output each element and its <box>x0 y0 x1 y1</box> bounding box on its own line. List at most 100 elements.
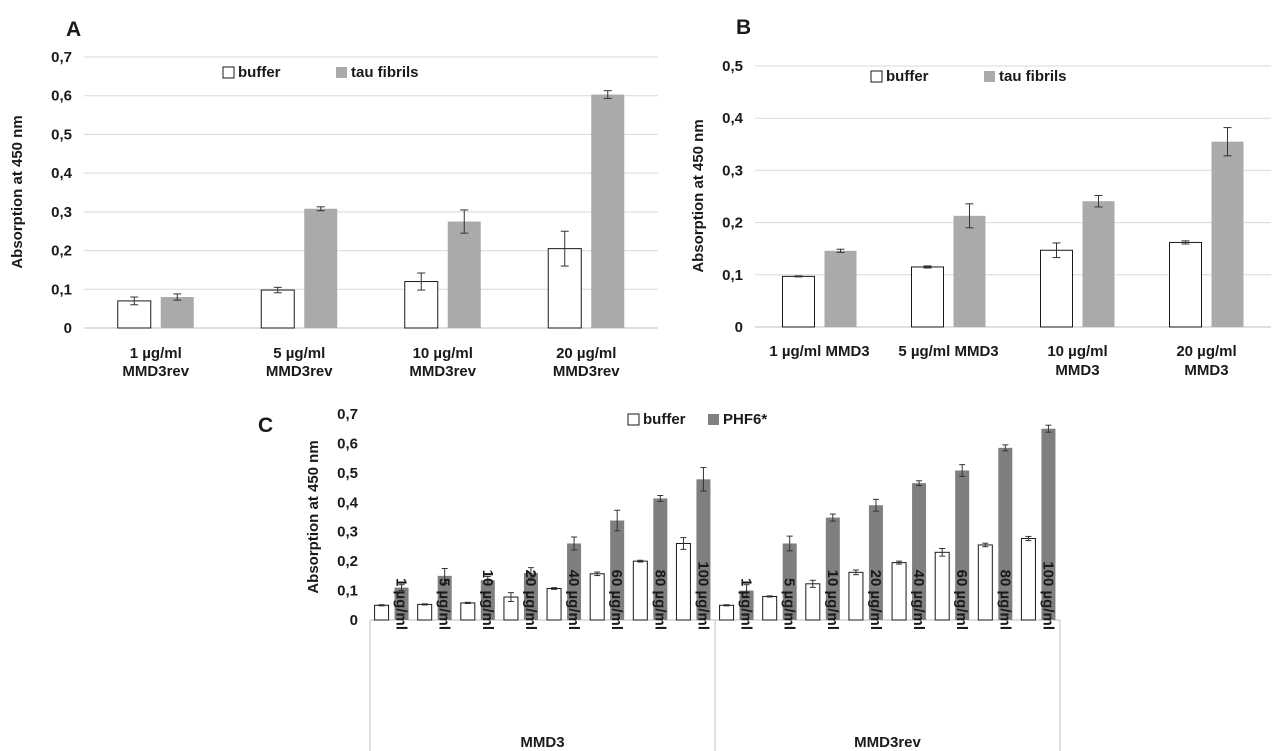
y-tick-label: 0,5 <box>51 126 72 143</box>
y-axis-title: Absorption at 450 nm <box>305 440 322 593</box>
legend-swatch-treated <box>984 71 995 82</box>
x-category-label: 100 µg/ml <box>1039 561 1056 630</box>
y-tick-label: 0,1 <box>722 267 743 284</box>
bar-treated <box>955 470 970 620</box>
y-tick-label: 0,7 <box>337 406 358 423</box>
bar-buffer <box>374 604 390 621</box>
bar-buffer <box>848 571 864 621</box>
x-category-label: 10 µg/ml <box>479 570 496 630</box>
x-category-label: 80 µg/ml <box>996 570 1013 630</box>
x-category-label: 1 µg/ml <box>130 345 182 362</box>
x-category-label: MMD3 <box>1055 362 1099 379</box>
bar-buffer <box>891 562 907 621</box>
x-category-label: 80 µg/ml <box>651 570 668 630</box>
y-tick-label: 0,5 <box>722 58 743 75</box>
y-axis-title: Absorption at 450 nm <box>9 115 26 268</box>
legend-label-treated: tau fibrils <box>999 68 1067 85</box>
bar-buffer <box>762 595 778 621</box>
bar-treated <box>437 575 452 620</box>
bar-buffer <box>417 603 433 621</box>
y-tick-label: 0,3 <box>51 204 72 221</box>
x-category-label: 100 µg/ml <box>694 561 711 630</box>
x-category-label: MMD3 <box>1184 362 1228 379</box>
x-category-label: 5 µg/ml <box>436 578 453 630</box>
y-tick-label: 0,3 <box>722 162 743 179</box>
y-tick-label: 0,2 <box>722 215 743 232</box>
bar-treated <box>591 94 625 328</box>
y-tick-label: 0,2 <box>337 553 358 570</box>
bar-buffer <box>460 602 476 621</box>
bar-treated <box>953 215 986 327</box>
bar-buffer <box>782 275 815 328</box>
x-category-label: MMD3rev <box>122 363 189 380</box>
x-category-label: 5 µg/ml <box>273 345 325 362</box>
legend-swatch-buffer <box>627 413 640 426</box>
x-category-label: 5 µg/ml MMD3 <box>898 343 998 360</box>
x-category-label: 5 µg/ml <box>781 578 798 630</box>
bar-treated <box>824 250 857 327</box>
x-category-label: 40 µg/ml <box>910 570 927 630</box>
x-category-label: 1 µg/ml <box>393 578 410 630</box>
y-tick-label: 0 <box>735 319 743 336</box>
x-category-label: 10 µg/ml <box>824 570 841 630</box>
bar-treated <box>653 498 668 620</box>
legend-label-treated: tau fibrils <box>351 64 419 81</box>
bar-buffer <box>675 542 691 621</box>
bar-buffer <box>977 544 993 621</box>
bar-treated <box>825 517 840 620</box>
bar-buffer <box>911 266 944 328</box>
bar-treated <box>480 580 495 620</box>
y-tick-label: 0 <box>64 320 72 337</box>
x-category-label: MMD3rev <box>553 363 620 380</box>
bar-buffer <box>589 573 605 621</box>
bar-treated <box>1041 428 1056 620</box>
panel-a-letter: A <box>66 18 81 41</box>
y-tick-label: 0,5 <box>337 465 358 482</box>
x-category-label: 10 µg/ml <box>1047 343 1107 360</box>
y-tick-label: 0,4 <box>51 165 73 182</box>
bar-treated <box>912 483 927 620</box>
y-tick-label: 0 <box>350 612 358 629</box>
legend-swatch-treated <box>336 67 347 78</box>
y-tick-label: 0,6 <box>337 435 358 452</box>
group-label: MMD3rev <box>854 734 921 751</box>
y-tick-label: 0,6 <box>51 88 72 105</box>
x-category-label: 1 µg/ml MMD3 <box>769 343 869 360</box>
bar-treated <box>696 479 711 620</box>
y-axis-title: Absorption at 450 nm <box>690 119 707 272</box>
bar-buffer <box>546 588 562 621</box>
bar-treated <box>610 520 625 620</box>
legend-swatch-buffer <box>870 70 883 83</box>
bar-buffer <box>805 583 821 621</box>
x-category-label: 1 µg/ml <box>738 578 755 630</box>
bar-buffer <box>719 604 735 621</box>
x-category-label: 20 µg/ml <box>556 345 616 362</box>
panel-b-letter: B <box>736 16 751 39</box>
bar-buffer <box>1169 241 1202 328</box>
bar-treated <box>567 543 582 620</box>
bar-buffer <box>260 289 295 329</box>
x-category-label: MMD3rev <box>409 363 476 380</box>
bar-treated <box>998 447 1013 620</box>
bar-treated <box>447 221 481 328</box>
bar-treated <box>304 208 338 328</box>
x-category-label: 60 µg/ml <box>953 570 970 630</box>
bar-buffer <box>934 551 950 621</box>
x-category-label: 40 µg/ml <box>565 570 582 630</box>
y-tick-label: 0,1 <box>51 281 72 298</box>
legend-label-buffer: buffer <box>643 411 686 428</box>
y-tick-label: 0,3 <box>337 524 358 541</box>
x-category-label: 20 µg/ml <box>522 570 539 630</box>
panel-c-letter: C <box>258 414 273 437</box>
bar-treated <box>739 590 754 620</box>
legend-swatch-buffer <box>222 66 235 79</box>
y-tick-label: 0,1 <box>337 583 358 600</box>
x-category-label: 20 µg/ml <box>867 570 884 630</box>
bar-treated <box>782 543 797 620</box>
bar-treated <box>868 505 883 620</box>
bar-buffer <box>632 560 648 621</box>
x-category-label: 20 µg/ml <box>1176 343 1236 360</box>
y-tick-label: 0,4 <box>337 494 359 511</box>
bar-buffer <box>1020 537 1036 621</box>
